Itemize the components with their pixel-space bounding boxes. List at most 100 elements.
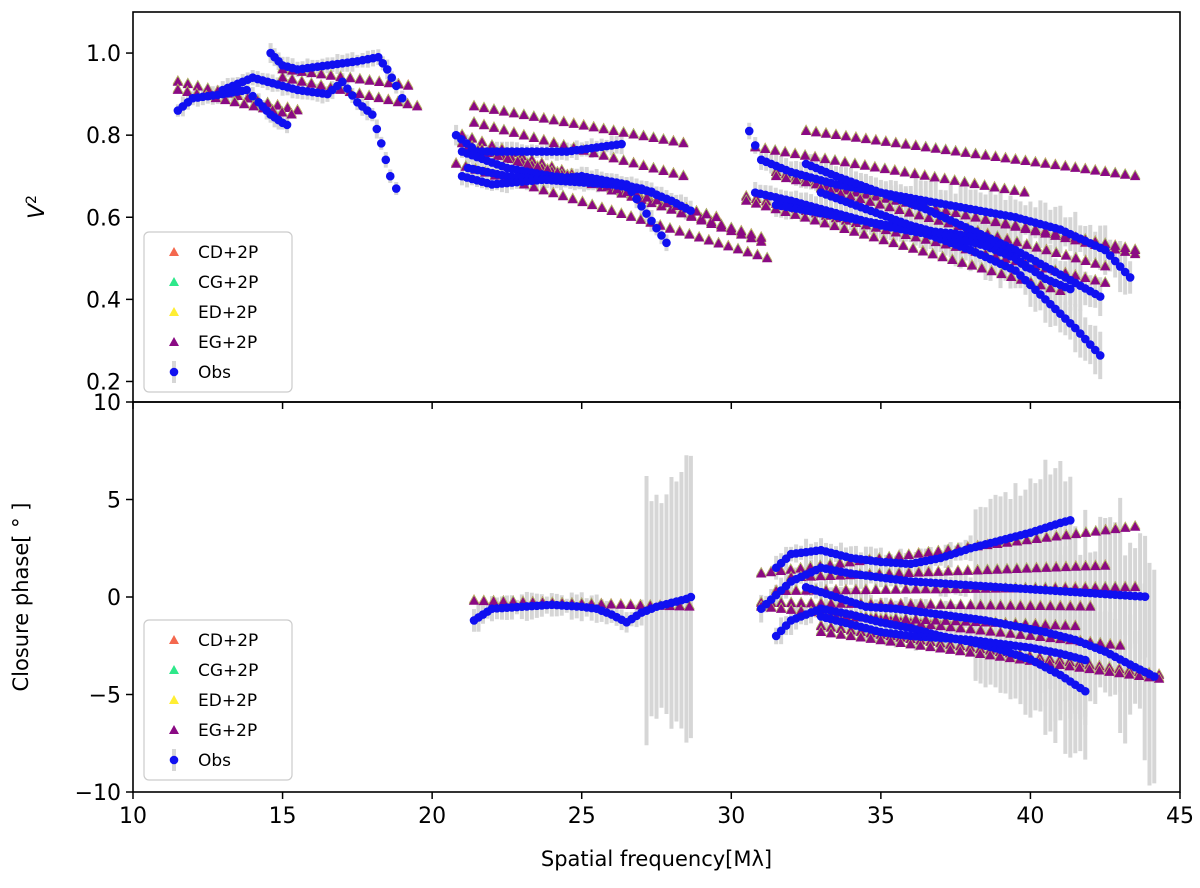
model-marker-eg-2p: [518, 130, 530, 140]
model-marker-eg-2p: [900, 139, 911, 149]
model-marker-eg-2p: [1114, 640, 1126, 650]
model-marker-eg-2p: [618, 127, 629, 137]
model-marker-eg-2p: [925, 619, 936, 630]
model-marker-eg-2p: [984, 650, 996, 660]
model-marker-eg-2p: [1010, 220, 1021, 230]
model-marker-eg-2p: [780, 206, 791, 217]
model-marker-eg-2p: [616, 208, 627, 218]
model-marker-eg-2p: [955, 646, 966, 656]
model-marker-eg-2p: [849, 226, 860, 236]
model-marker-eg-2p: [974, 648, 986, 659]
model-marker-eg-2p: [1075, 601, 1086, 611]
model-marker-eg-2p: [893, 551, 905, 561]
x-tick-label: 35: [867, 804, 895, 829]
model-marker-eg-2p: [849, 158, 861, 169]
model-marker-eg-2p: [913, 567, 924, 577]
model-marker-eg-2p: [894, 204, 905, 214]
model-marker-eg-2p: [292, 105, 303, 115]
model-marker-eg-2p: [775, 603, 787, 613]
model-marker-eg-2p: [306, 78, 317, 88]
top-panel-v2: 0.2 0.4 0.6 0.8 1.0 V2 CD+2P CG+2P ED+2P EG+2P O…: [24, 11, 1181, 409]
model-marker-eg-2p: [1109, 240, 1121, 250]
top-legend: CD+2P CG+2P ED+2P EG+2P Obs: [143, 231, 293, 393]
model-marker-eg-2p: [1060, 161, 1071, 171]
model-marker-eg-2p: [1002, 234, 1013, 244]
model-marker-eg-2p: [923, 212, 935, 223]
obs-point: [242, 85, 251, 95]
model-marker-eg-2p: [1090, 258, 1101, 268]
model-marker-eg-2p: [383, 78, 395, 88]
model-marker-eg-2p: [1005, 628, 1016, 638]
model-marker-eg-2p: [1041, 245, 1052, 255]
model-marker-eg-2p: [950, 146, 961, 156]
obs-point: [1105, 251, 1115, 260]
model-marker-eg-2p: [795, 598, 807, 608]
model-marker-eg-2p: [895, 637, 906, 648]
model-marker-eg-2p: [277, 72, 288, 82]
obs-point: [1110, 256, 1120, 266]
model-marker-eg-2p: [888, 237, 899, 248]
model-marker-eg-2p: [608, 125, 619, 135]
obs-point: [1085, 340, 1095, 349]
model-marker-eg-2p: [411, 101, 423, 111]
model-marker-eg-2p: [658, 134, 669, 144]
obs-point: [1140, 592, 1150, 601]
legend-marker-triangle: [169, 665, 179, 674]
model-marker-eg-2p: [674, 226, 685, 236]
model-marker-eg-2p: [865, 633, 876, 643]
model-marker-eg-2p: [960, 147, 971, 157]
model-marker-eg-2p: [1100, 582, 1111, 592]
model-marker-eg-2p: [966, 260, 978, 270]
model-marker-eg-2p: [996, 269, 1007, 279]
model-marker-eg-2p: [272, 100, 283, 110]
obs-point: [391, 184, 401, 193]
model-marker-eg-2p: [940, 584, 951, 594]
model-marker-eg-2p: [935, 621, 946, 631]
model-marker-eg-2p: [955, 600, 966, 610]
model-marker-eg-2p: [528, 132, 540, 142]
obs-point: [343, 84, 352, 93]
model-marker-eg-2p: [1035, 600, 1046, 611]
obs-point: [622, 180, 631, 189]
model-marker-eg-2p: [625, 211, 637, 221]
model-marker-eg-2p: [528, 111, 540, 121]
model-marker-eg-2p: [374, 76, 385, 87]
model-marker-eg-2p: [868, 232, 880, 242]
model-marker-eg-2p: [1129, 171, 1141, 181]
obs-point: [686, 592, 696, 602]
model-marker-eg-2p: [1040, 158, 1051, 168]
model-marker-eg-2p: [904, 207, 915, 217]
model-marker-eg-2p: [830, 129, 842, 140]
model-marker-eg-2p: [1100, 261, 1111, 271]
model-marker-eg-2p: [646, 197, 657, 208]
obs-point: [1125, 273, 1135, 282]
model-marker-eg-2p: [899, 167, 910, 177]
model-marker-eg-2p: [945, 644, 956, 654]
model-marker-eg-2p: [392, 97, 404, 107]
model-marker-eg-2p: [508, 108, 520, 118]
model-marker-eg-2p: [1080, 164, 1091, 174]
model-marker-eg-2p: [910, 232, 921, 242]
legend-marker-triangle: [169, 247, 179, 256]
model-marker-eg-2p: [548, 137, 559, 148]
model-marker-eg-2p: [1119, 169, 1131, 179]
model-marker-eg-2p: [995, 627, 1006, 637]
model-marker-eg-2p: [596, 202, 608, 213]
y-tick-label: 0.4: [86, 288, 121, 313]
obs-point: [627, 187, 636, 197]
model-marker-eg-2p: [1060, 620, 1071, 630]
model-marker-eg-2p: [933, 215, 944, 225]
model-marker-eg-2p: [800, 125, 812, 135]
model-marker-eg-2p: [711, 212, 722, 222]
legend-marker-circle: [169, 755, 179, 765]
model-marker-eg-2p: [276, 107, 288, 117]
model-marker-eg-2p: [859, 160, 871, 170]
model-marker-eg-2p: [1011, 536, 1023, 546]
obs-point: [1095, 351, 1105, 360]
model-marker-eg-2p: [815, 598, 827, 608]
model-marker-eg-2p: [1124, 669, 1135, 679]
legend-label: EG+2P: [198, 721, 257, 741]
model-marker-eg-2p: [1011, 563, 1023, 573]
legend-label: Obs: [198, 363, 231, 383]
model-marker-eg-2p: [960, 210, 971, 220]
